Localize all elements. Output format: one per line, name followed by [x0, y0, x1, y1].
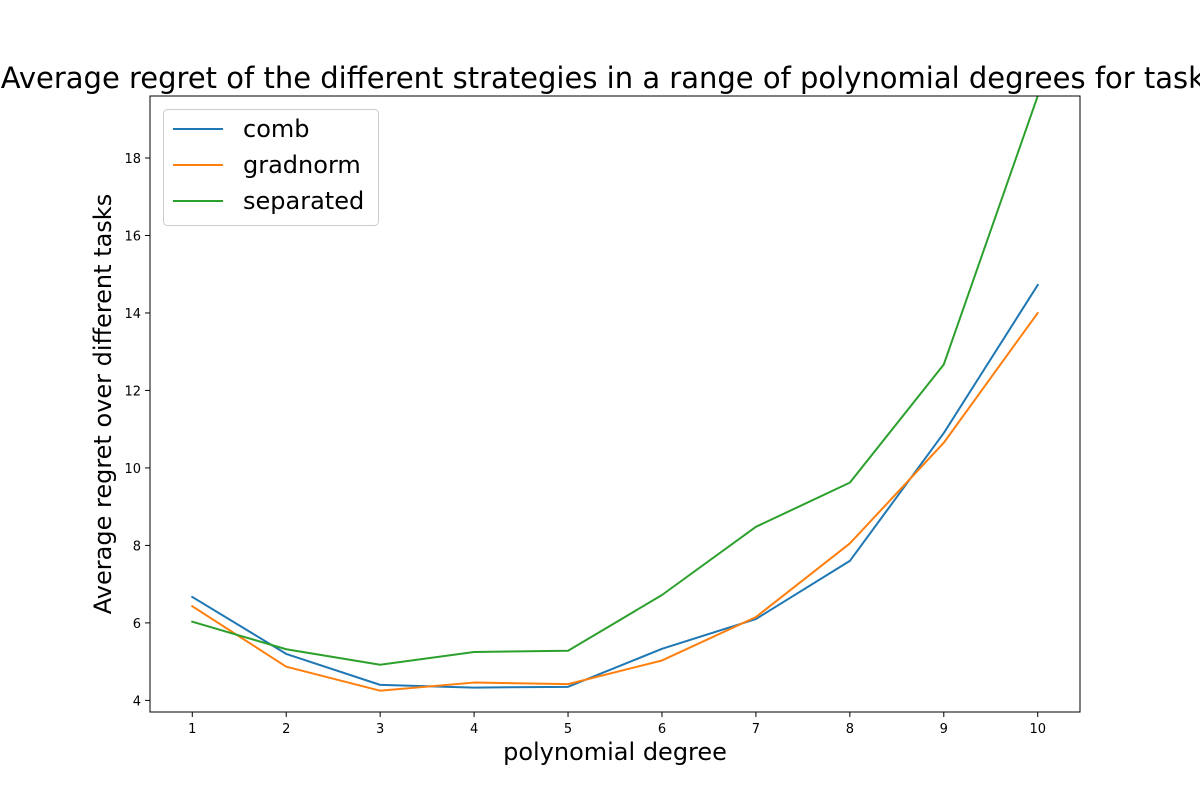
x-tick-label: 5	[564, 722, 572, 737]
x-tick-label: 1	[188, 722, 196, 737]
y-axis-label: Average regret over different tasks	[89, 194, 117, 614]
x-axis-label: polynomial degree	[503, 738, 727, 766]
legend-label-separated: separated	[243, 187, 364, 215]
y-tick-label: 12	[124, 384, 141, 399]
legend-label-comb: comb	[243, 115, 310, 143]
x-tick-label: 3	[376, 722, 384, 737]
legend: comb gradnorm separated	[163, 109, 379, 226]
y-axis-ticks: 4 6 8 10 12 14 16 18	[124, 152, 150, 709]
x-tick-label: 10	[1029, 722, 1046, 737]
x-axis-ticks: 1 2 3 4 5 6 7 8 9 10	[188, 712, 1046, 737]
legend-label-gradnorm: gradnorm	[243, 151, 361, 179]
y-tick-label: 8	[133, 539, 141, 554]
y-tick-label: 4	[133, 694, 141, 709]
chart-title: Average regret of the different strategi…	[1, 61, 1200, 95]
plot-border	[149, 95, 1081, 713]
x-tick-label: 4	[470, 722, 478, 737]
x-tick-label: 7	[752, 722, 760, 737]
x-tick-label: 8	[846, 722, 854, 737]
series-line-gradnorm	[190, 311, 1040, 692]
x-tick-label: 2	[282, 722, 290, 737]
series-line-comb	[190, 283, 1040, 689]
y-tick-label: 6	[133, 617, 141, 632]
series-layer	[190, 96, 1040, 692]
series-line-separated	[191, 96, 1039, 666]
y-tick-label: 16	[124, 229, 141, 244]
y-tick-label: 18	[124, 152, 141, 167]
x-tick-label: 9	[940, 722, 948, 737]
legend-box	[163, 109, 379, 226]
x-tick-label: 6	[658, 722, 666, 737]
y-tick-label: 10	[124, 462, 141, 477]
y-tick-label: 14	[124, 307, 141, 322]
